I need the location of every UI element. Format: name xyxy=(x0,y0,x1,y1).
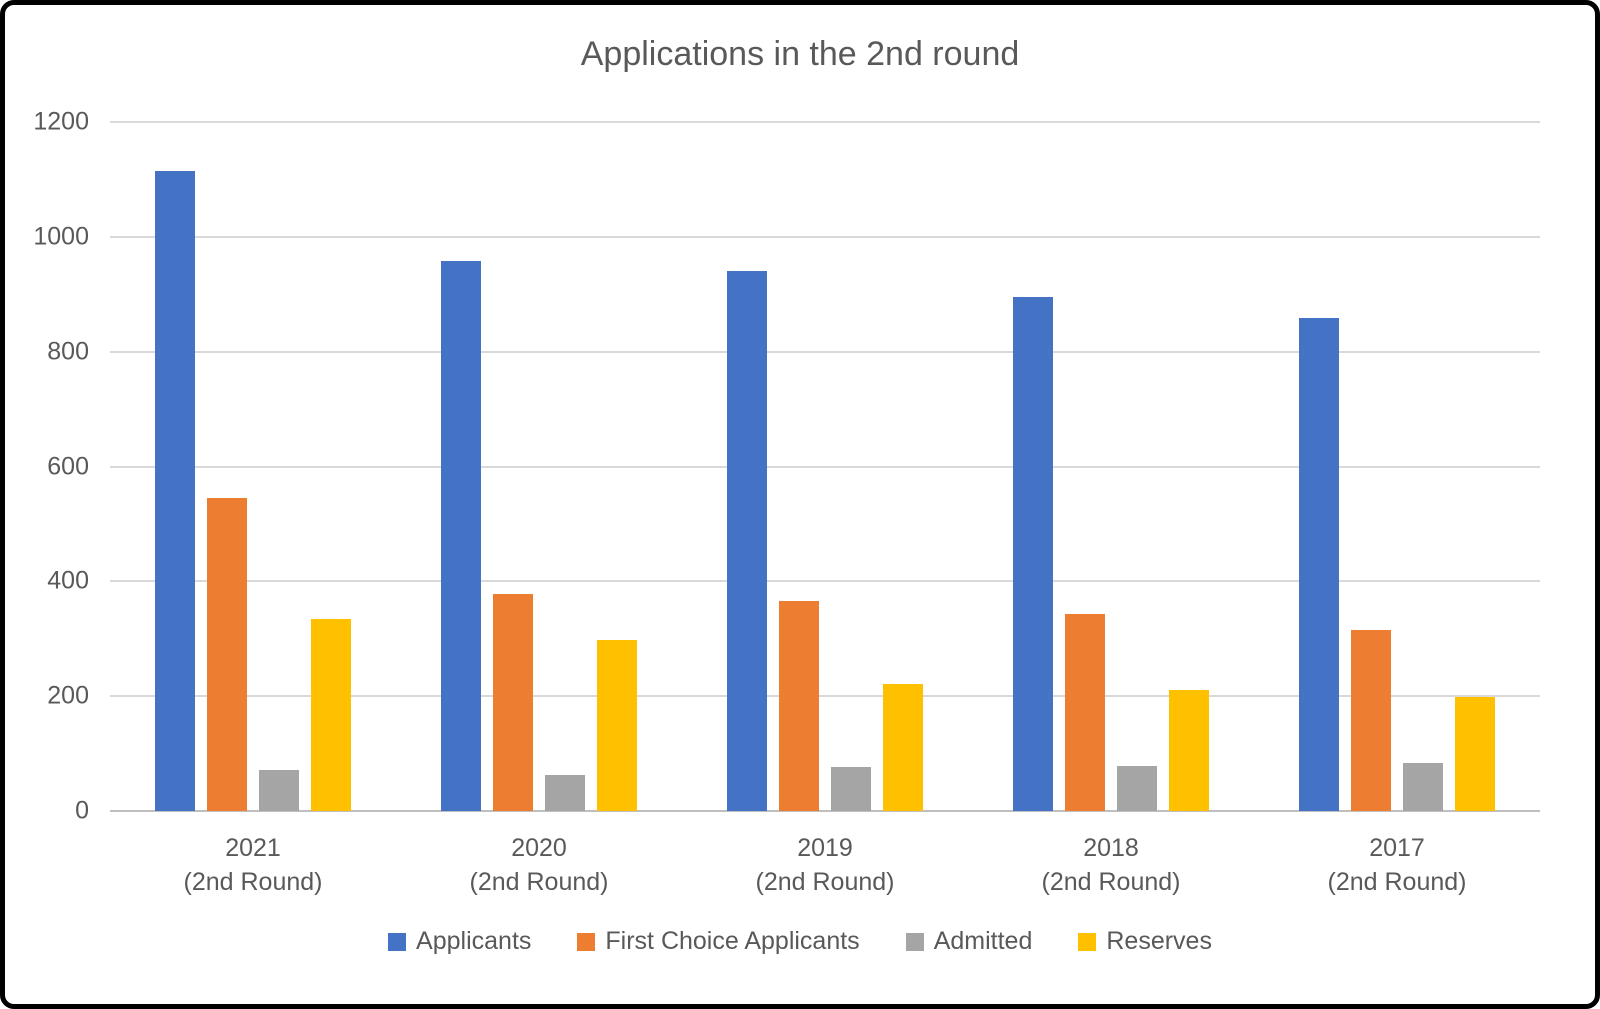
bar-group-2018 xyxy=(968,122,1254,811)
bar-group-2019 xyxy=(682,122,968,811)
gridline-1200 xyxy=(110,121,1540,123)
x-tick-label-2019: 2019 (2nd Round) xyxy=(682,831,968,899)
legend-label: First Choice Applicants xyxy=(605,927,860,955)
legend-item-admitted: Admitted xyxy=(905,927,1033,956)
x-tick-year: 2021 xyxy=(225,834,281,862)
y-tick-label-400: 400 xyxy=(47,566,89,595)
gridline-0 xyxy=(110,810,1540,812)
bar-admitted-2021 xyxy=(259,769,299,811)
x-tick-round: (2nd Round) xyxy=(1327,868,1467,896)
bar-admitted-2020 xyxy=(545,775,585,811)
legend-swatch-icon xyxy=(905,932,924,951)
bar-group-2017 xyxy=(1254,122,1540,811)
y-tick-label-1200: 1200 xyxy=(33,107,89,136)
x-tick-round: (2nd Round) xyxy=(183,868,323,896)
bar-first-choice-applicants-2017 xyxy=(1351,630,1391,811)
bar-group-2020 xyxy=(396,122,682,811)
x-tick-label-2021: 2021 (2nd Round) xyxy=(110,831,396,899)
y-tick-label-0: 0 xyxy=(75,796,89,825)
plot-area xyxy=(110,121,1540,812)
bar-reserves-2021 xyxy=(311,618,351,811)
x-tick-year: 2018 xyxy=(1083,834,1139,862)
gridline-1000 xyxy=(110,235,1540,238)
legend-swatch-icon xyxy=(388,932,407,951)
bar-applicants-2019 xyxy=(727,271,767,811)
y-tick-label-600: 600 xyxy=(47,452,89,480)
bar-reserves-2020 xyxy=(597,639,637,811)
y-tick-label-200: 200 xyxy=(47,681,89,710)
bar-first-choice-applicants-2018 xyxy=(1065,613,1105,811)
legend-item-applicants: Applicants xyxy=(388,927,531,956)
gridline-600 xyxy=(110,465,1540,468)
x-tick-label-2017: 2017 (2nd Round) xyxy=(1254,831,1540,899)
bar-admitted-2019 xyxy=(831,766,871,811)
bar-applicants-2017 xyxy=(1299,318,1339,811)
x-tick-round: (2nd Round) xyxy=(755,868,895,896)
legend-item-reserves: Reserves xyxy=(1078,927,1212,956)
legend-label: Applicants xyxy=(416,927,532,955)
bar-reserves-2018 xyxy=(1169,689,1209,811)
x-tick-year: 2019 xyxy=(797,834,853,862)
gridline-400 xyxy=(110,580,1540,583)
x-tick-round: (2nd Round) xyxy=(1041,868,1181,896)
bar-first-choice-applicants-2021 xyxy=(207,498,247,811)
bar-applicants-2018 xyxy=(1013,297,1053,811)
y-axis-labels: 0 200 400 600 800 1000 1200 xyxy=(5,108,89,824)
legend-swatch-icon xyxy=(577,932,596,951)
bar-reserves-2019 xyxy=(883,683,923,811)
x-tick-year: 2020 xyxy=(511,834,567,862)
legend-swatch-icon xyxy=(1078,932,1097,951)
x-tick-label-2018: 2018 (2nd Round) xyxy=(968,831,1254,899)
legend-item-first-choice-applicants: First Choice Applicants xyxy=(577,927,860,956)
bar-first-choice-applicants-2019 xyxy=(779,600,819,811)
gridline-800 xyxy=(110,350,1540,353)
x-axis-labels: 2021 (2nd Round) 2020 (2nd Round) 2019 (2nd R… xyxy=(110,831,1540,899)
bar-applicants-2020 xyxy=(441,260,481,811)
x-tick-round: (2nd Round) xyxy=(469,868,609,896)
bar-admitted-2018 xyxy=(1117,765,1157,811)
y-tick-label-800: 800 xyxy=(47,337,89,366)
legend-label: Admitted xyxy=(933,927,1033,955)
gridline-200 xyxy=(110,695,1540,698)
bar-first-choice-applicants-2020 xyxy=(493,593,533,811)
x-tick-year: 2017 xyxy=(1369,834,1425,862)
chart-title: Applications in the 2nd round xyxy=(580,35,1020,73)
bar-reserves-2017 xyxy=(1455,697,1495,811)
x-tick-label-2020: 2020 (2nd Round) xyxy=(396,831,682,899)
legend-label: Reserves xyxy=(1106,927,1212,955)
bar-admitted-2017 xyxy=(1403,762,1443,811)
bar-applicants-2021 xyxy=(155,170,195,811)
bar-group-2021 xyxy=(110,122,396,811)
legend: Applicants First Choice Applicants Admitte… xyxy=(5,927,1595,956)
y-tick-label-1000: 1000 xyxy=(33,222,89,251)
bars-area xyxy=(110,122,1540,811)
